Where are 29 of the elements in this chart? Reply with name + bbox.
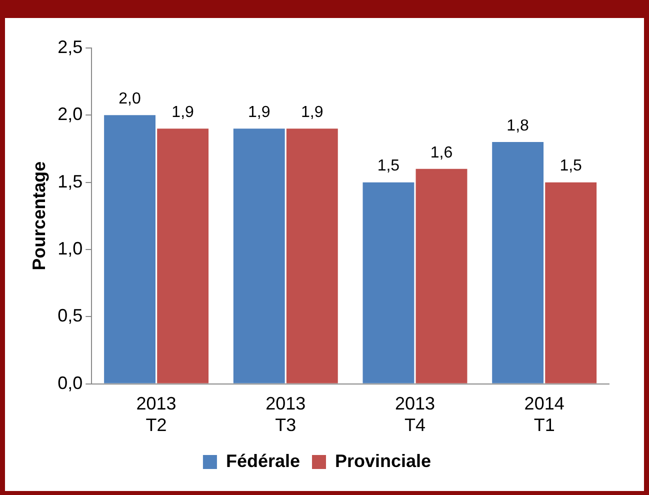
bar <box>233 128 285 384</box>
data-label: 1,8 <box>506 117 530 134</box>
bar <box>416 168 468 384</box>
bar <box>104 115 156 384</box>
data-label: 1,9 <box>172 104 194 121</box>
bar <box>286 128 338 384</box>
y-tick-label: 1,5 <box>58 171 83 192</box>
x-tick-label: 2013 T4 <box>394 394 436 436</box>
y-axis-title: Pourcentage <box>28 161 49 270</box>
x-tick-label: 2013 T2 <box>136 394 176 436</box>
y-tick-label: 0,0 <box>58 372 83 393</box>
data-label: 1,9 <box>301 104 324 121</box>
y-tick-label: 0,5 <box>58 306 83 326</box>
y-tick-label: 2,5 <box>58 36 83 57</box>
legend-label: Provinciale <box>334 450 432 471</box>
legend-label: Fédérale <box>226 450 300 471</box>
x-tick-label: 2013 T3 <box>266 394 306 436</box>
data-label: 1,9 <box>248 104 270 121</box>
bar <box>362 182 414 384</box>
data-label: 2,0 <box>118 90 141 108</box>
bar <box>157 128 209 384</box>
data-label: 1,6 <box>430 144 453 162</box>
bar <box>545 182 597 384</box>
bar <box>492 142 544 384</box>
data-label: 1,5 <box>560 158 582 175</box>
x-tick-label: 2014 T1 <box>524 394 564 436</box>
y-tick-label: 1,0 <box>58 238 83 258</box>
y-tick-label: 2,0 <box>58 104 83 124</box>
data-label: 1,5 <box>377 158 400 175</box>
